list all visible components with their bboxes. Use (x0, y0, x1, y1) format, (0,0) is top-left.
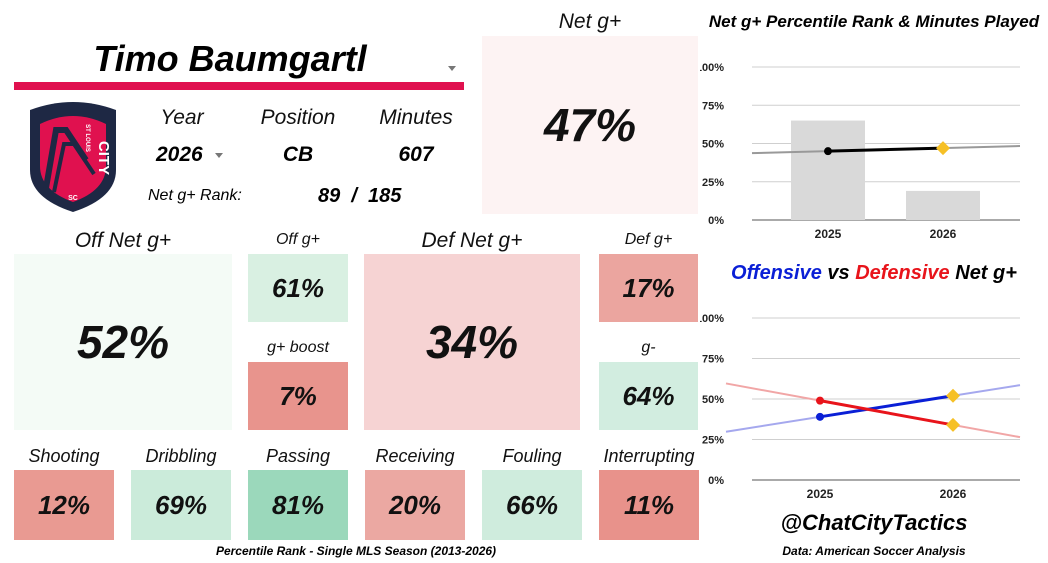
rank-label: Net g+ Rank: (148, 187, 242, 204)
chart2-series-line-1 (819, 399, 954, 427)
chart1-ytick-label: 75% (702, 100, 724, 112)
year-value: 2026 (156, 143, 203, 166)
off-net-tile: 52% (14, 254, 232, 430)
position-label: Position (260, 106, 336, 129)
chart2-point-1 (816, 396, 824, 405)
chart2-ytick-label: 0% (708, 475, 724, 487)
off-net-label: Off Net g+ (74, 229, 172, 252)
chart2-title: Offensive vs Defensive Net g+ (700, 262, 1048, 285)
skill-label-shooting: Shooting (28, 446, 100, 466)
chart1-ytick-label: 50% (702, 139, 724, 151)
chart2-title-part-defensive: Defensive (855, 262, 950, 284)
chart1-ytick-label: 0% (708, 215, 724, 227)
svg-text:ST LOUIS: ST LOUIS (84, 124, 90, 152)
off-g-label: Off g+ (275, 231, 321, 248)
def-g-label: Def g+ (624, 231, 673, 248)
skill-label-receiving: Receiving (375, 446, 455, 466)
skill-label-passing: Passing (265, 446, 331, 466)
chart1-point-highlight (936, 141, 950, 156)
chart1-bar (791, 120, 865, 220)
year-label: Year (160, 106, 204, 129)
def-g-tile: 17% (599, 254, 698, 322)
svg-text:SC: SC (68, 195, 78, 202)
chart1-point (824, 147, 832, 156)
chart2-plot: 0% 25% 50% 75% 100% 2025 2026 (700, 313, 1021, 501)
year-dropdown-icon[interactable] (214, 152, 223, 158)
chart1-ytick-label: 25% (702, 177, 724, 189)
footer-caption: Percentile Rank - Single MLS Season (201… (215, 544, 497, 558)
skill-label-fouling: Fouling (502, 446, 562, 466)
chart1-bar (906, 190, 980, 220)
g-minus-label: g- (641, 339, 656, 356)
year-select[interactable]: 2026 (156, 143, 236, 167)
minutes-value: 607 (398, 143, 434, 166)
footer-source: Data: American Soccer Analysis (782, 544, 966, 558)
skill-tile-interrupting: 11% (599, 470, 699, 540)
off-g-tile: 61% (248, 254, 348, 322)
net-tile: 47% (482, 36, 698, 214)
chart2-point-highlight-0 (946, 388, 960, 403)
chart2-ytick-label: 50% (702, 394, 724, 406)
skill-label-dribbling: Dribbling (145, 446, 217, 466)
position-value: CB (282, 143, 314, 166)
skill-tile-shooting: 12% (14, 470, 114, 540)
chart2-title-part-offensive: Offensive (731, 262, 822, 284)
chart2-point-0 (816, 412, 824, 421)
skill-tile-fouling: 66% (482, 470, 582, 540)
chart1-ytick-label: 100% (700, 62, 724, 74)
chart2-xtick-label: 2026 (940, 487, 967, 501)
net-label: Net g+ (558, 10, 622, 33)
def-net-label: Def Net g+ (421, 229, 523, 252)
footer-handle: @ChatCityTactics (780, 510, 968, 535)
skill-tile-dribbling: 69% (131, 470, 231, 540)
skill-label-interrupting: Interrupting (603, 446, 695, 466)
g-boost-label: g+ boost (267, 339, 329, 356)
minutes-label: Minutes (379, 106, 453, 129)
rank-value: 89 / 185 (318, 185, 402, 207)
name-underline (14, 82, 464, 90)
chart2-series-line-0 (819, 394, 954, 419)
player-name: Timo Baumgartl (93, 38, 367, 79)
player-dropdown-icon[interactable] (448, 66, 456, 71)
g-boost-tile: 7% (248, 362, 348, 430)
chart1-plot: 0% 25% 50% 75% 100% 2025 2026 (700, 62, 1021, 241)
chart1-series-line (827, 146, 944, 153)
chart2-point-highlight-1 (946, 417, 960, 432)
chart2-title-part-net: Net g+ (949, 262, 1017, 284)
def-net-tile: 34% (364, 254, 580, 430)
chart2-ytick-label: 25% (702, 435, 724, 447)
chart2-xtick-label: 2025 (807, 487, 834, 501)
chart2-ytick-label: 75% (702, 354, 724, 366)
chart1-xtick-label: 2026 (930, 227, 957, 241)
chart1-title: Net g+ Percentile Rank & Minutes Played (708, 12, 1040, 31)
skill-tile-passing: 81% (248, 470, 348, 540)
chart2-title-part-vs: vs (821, 262, 856, 284)
chart2-ytick-label: 100% (700, 313, 724, 325)
chart1-xtick-label: 2025 (815, 227, 842, 241)
g-minus-tile: 64% (599, 362, 698, 430)
club-logo: CITY ST LOUIS SC (30, 102, 116, 212)
skill-tile-receiving: 20% (365, 470, 465, 540)
svg-text:CITY: CITY (95, 141, 112, 175)
